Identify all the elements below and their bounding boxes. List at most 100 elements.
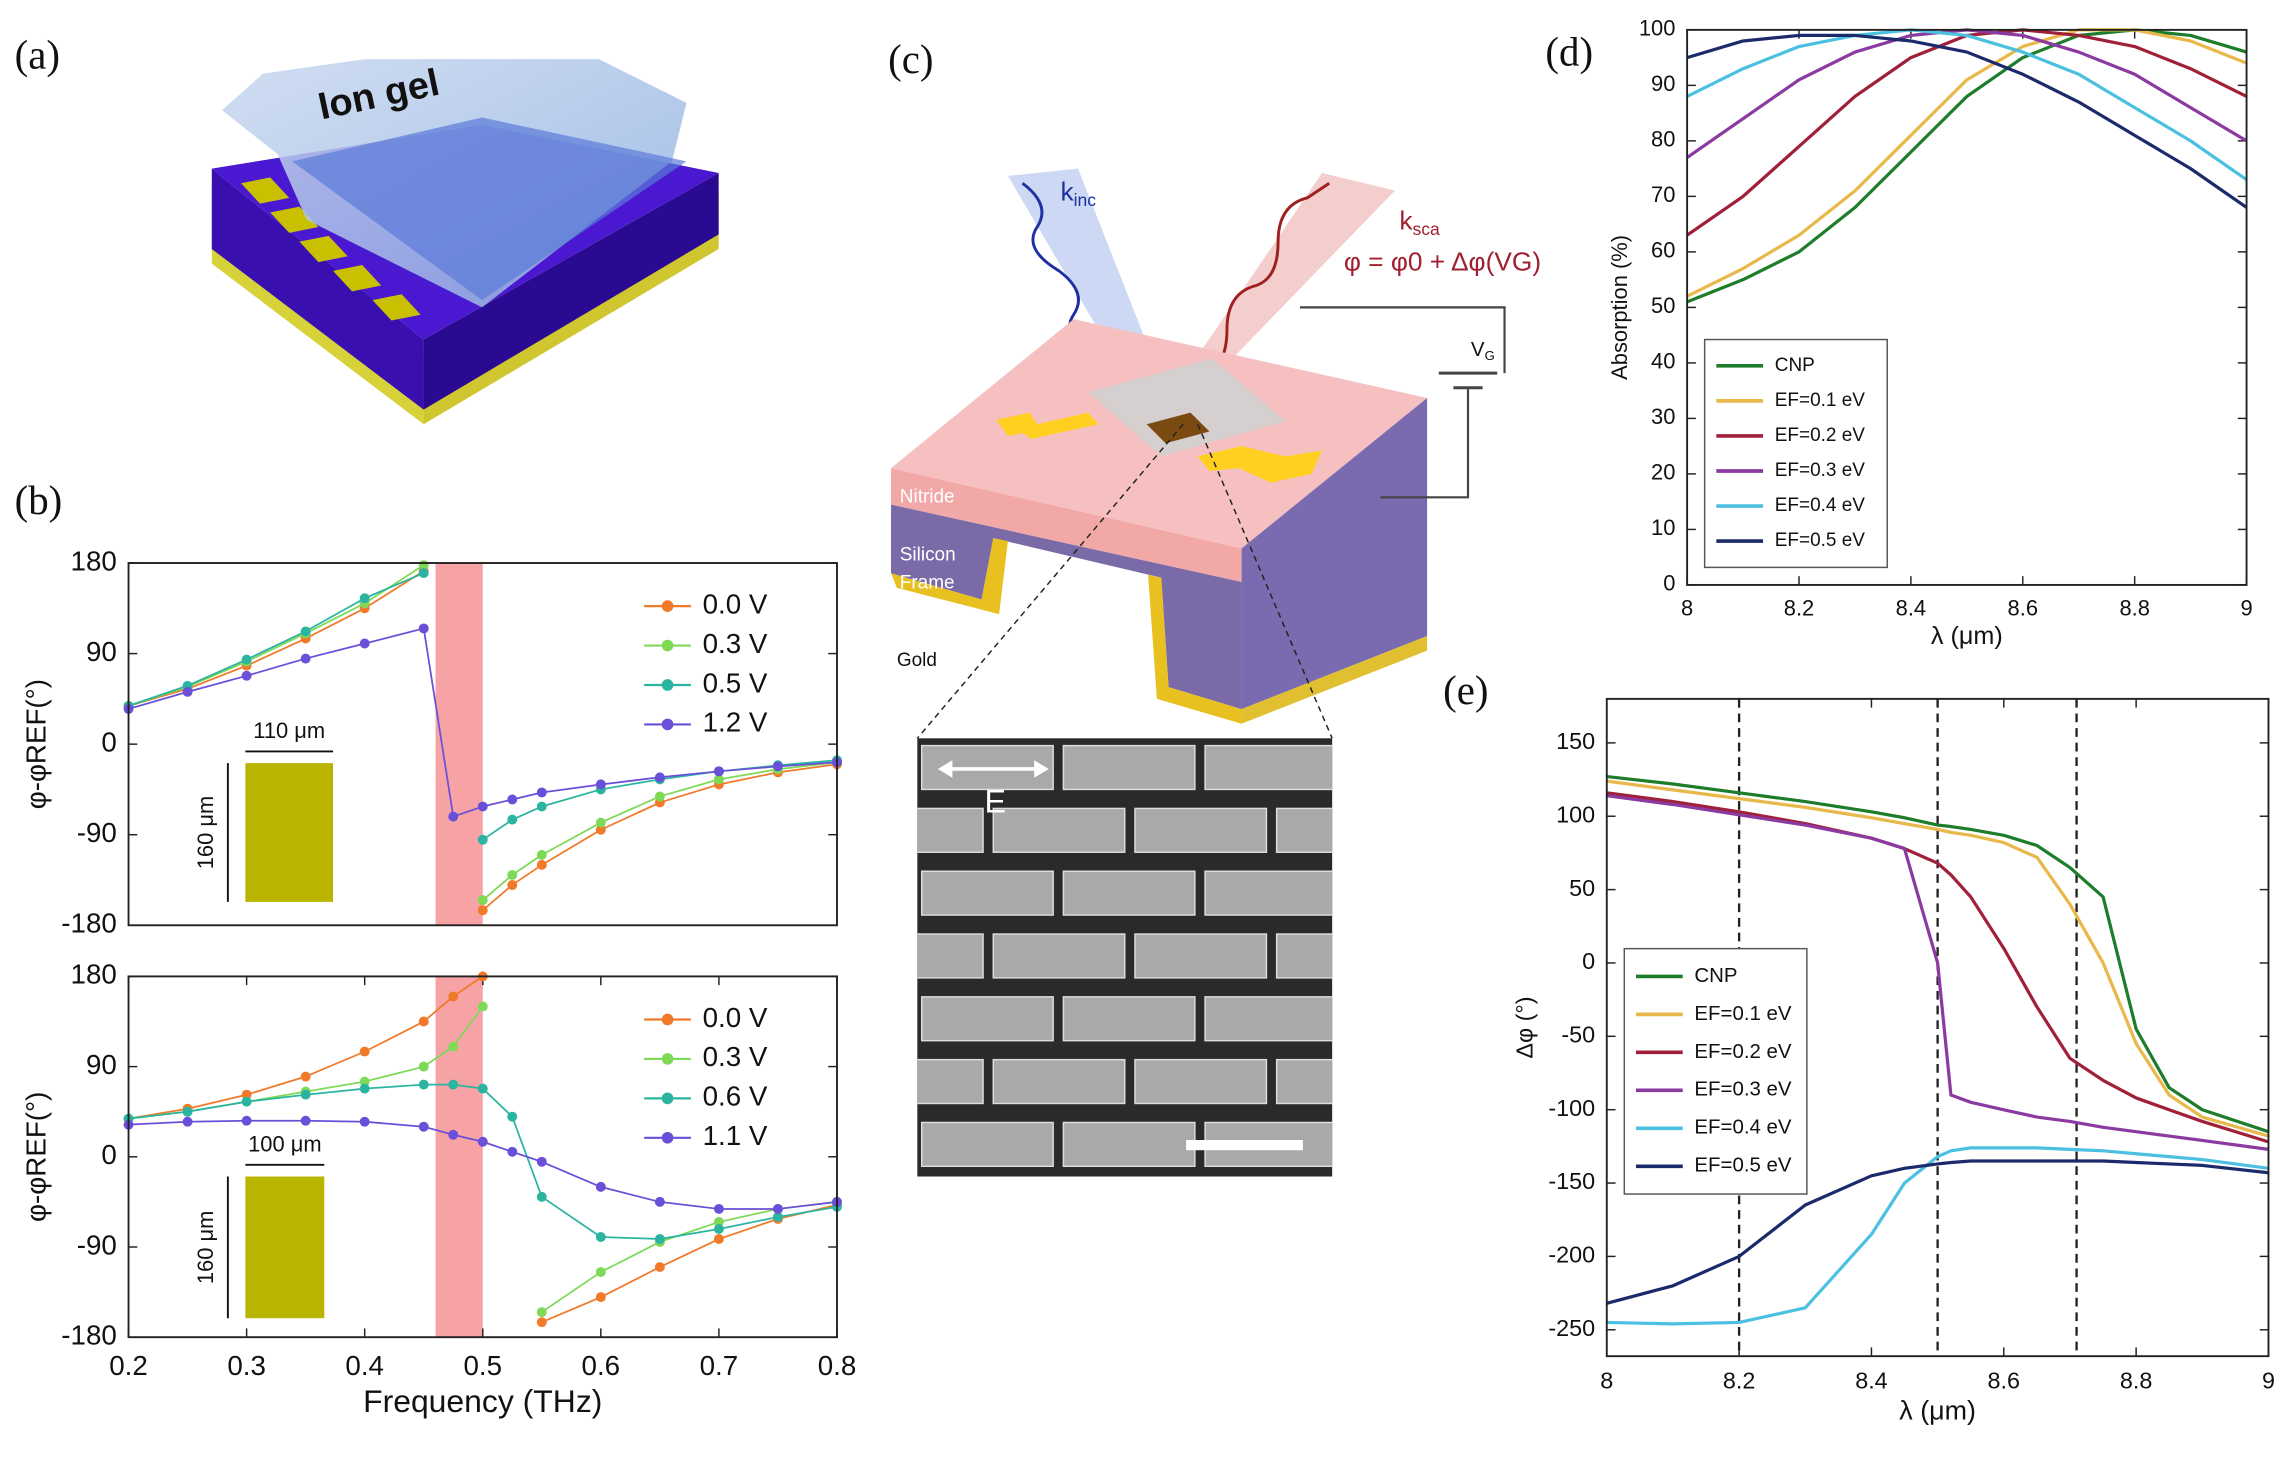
y-tick-label: -180	[61, 1320, 117, 1351]
field-label: E	[985, 784, 1006, 820]
x-tick-label: 8.2	[1723, 1368, 1755, 1394]
data-point	[595, 1292, 606, 1303]
sem-brick	[1204, 744, 1333, 791]
sem-brick	[920, 996, 1054, 1042]
x-tick-label: 8	[1600, 1368, 1613, 1394]
sem-brick	[1062, 870, 1196, 916]
legend-marker	[661, 639, 674, 652]
series-line	[128, 975, 838, 1323]
legend-label: EF=0.5 eV	[1694, 1154, 1792, 1177]
sem-brick	[1204, 996, 1333, 1042]
y-tick-label: 70	[1651, 182, 1675, 207]
data-point	[507, 869, 518, 880]
phase-equation: φ = φ0 + Δφ(VG)	[1344, 247, 1541, 277]
series-line	[1606, 791, 2269, 1144]
y-tick-label: 40	[1651, 349, 1675, 374]
data-point	[772, 1211, 783, 1222]
x-tick-label: 8.6	[2008, 596, 2038, 621]
legend-label: EF=0.1 eV	[1694, 1002, 1792, 1025]
y-tick-label: 90	[86, 636, 117, 667]
y-tick-label: 30	[1651, 404, 1675, 429]
x-tick-label: 8.4	[1855, 1368, 1887, 1394]
data-point	[654, 791, 665, 802]
data-point	[595, 824, 606, 835]
x-tick-label: 9	[2262, 1368, 2275, 1394]
inset-width-label: 110 μm	[253, 718, 325, 743]
legend-box	[1703, 338, 1888, 569]
sem-brick	[1062, 744, 1196, 791]
data-point	[536, 801, 547, 812]
data-point	[713, 1223, 724, 1234]
data-point	[241, 1096, 252, 1107]
sem-brick	[917, 933, 984, 979]
y-tick-label: 0	[1663, 571, 1675, 596]
data-point	[182, 686, 193, 697]
sem-brick	[1275, 933, 1333, 979]
sem-brick	[852, 1185, 983, 1229]
data-point	[536, 1317, 547, 1328]
data-point	[300, 1089, 311, 1100]
data-point	[448, 811, 459, 822]
data-point	[418, 568, 429, 579]
panel-label: (b)	[15, 478, 63, 523]
series-line	[1686, 28, 2248, 182]
k-sca-label: ksca	[1399, 206, 1440, 239]
data-point	[477, 895, 488, 906]
data-point	[713, 774, 724, 785]
sem-brick	[1134, 933, 1268, 979]
y-tick-label: 150	[1556, 728, 1595, 754]
plot-frame	[127, 562, 838, 927]
data-point	[536, 859, 547, 870]
inset-resonator	[245, 1176, 325, 1319]
sem-brick	[1275, 807, 1333, 853]
y-tick-label: 90	[1651, 71, 1675, 96]
data-point	[182, 1116, 193, 1127]
data-point	[448, 1129, 459, 1140]
data-point	[654, 772, 665, 783]
y-axis-label: φ-φREF(°)	[20, 679, 51, 809]
series-line	[1686, 28, 2248, 159]
x-tick-label: 0.7	[700, 1350, 739, 1381]
legend-label: EF=0.3 eV	[1775, 460, 1866, 481]
gate-voltage-label: VG	[1471, 339, 1495, 364]
legend-box	[1623, 947, 1808, 1195]
nitride-label: Nitride	[900, 486, 955, 507]
data-point	[241, 654, 252, 665]
sem-brick	[920, 870, 1054, 916]
legend-label: EF=0.4 eV	[1775, 495, 1866, 516]
data-point	[241, 670, 252, 681]
data-point	[595, 1181, 606, 1192]
data-point	[477, 1136, 488, 1147]
y-tick-label: 10	[1651, 515, 1675, 540]
legend-label: EF=0.2 eV	[1775, 425, 1866, 446]
data-point	[359, 1083, 370, 1094]
y-tick-label: 50	[1569, 875, 1595, 901]
legend-label: 0.0 V	[703, 588, 768, 619]
series-line	[1606, 774, 2269, 1134]
legend-label: EF=0.4 eV	[1694, 1116, 1792, 1139]
data-point	[772, 761, 783, 772]
data-point	[713, 1203, 724, 1214]
data-point	[359, 1116, 370, 1127]
data-point	[507, 814, 518, 825]
data-point	[654, 1234, 665, 1244]
y-tick-label: -100	[1548, 1095, 1595, 1121]
data-point	[595, 1232, 606, 1242]
y-tick-label: 100	[1556, 801, 1595, 827]
data-point	[477, 834, 488, 845]
series-line	[1686, 28, 2248, 298]
highlight-band	[435, 976, 483, 1338]
data-point	[418, 1016, 429, 1027]
x-tick-label: 8.8	[2119, 596, 2149, 621]
x-tick-label: 0.2	[109, 1350, 148, 1381]
data-point	[595, 779, 606, 790]
x-tick-label: 0.6	[582, 1350, 621, 1381]
data-point	[418, 1061, 429, 1072]
data-point	[536, 787, 547, 798]
y-tick-label: -90	[77, 817, 117, 848]
panel-label: (e)	[1443, 668, 1488, 713]
data-point	[507, 794, 518, 805]
legend-label: CNP	[1775, 355, 1815, 376]
x-tick-label: 8.8	[2120, 1368, 2152, 1394]
